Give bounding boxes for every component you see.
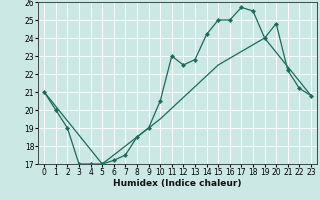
X-axis label: Humidex (Indice chaleur): Humidex (Indice chaleur) [113,179,242,188]
